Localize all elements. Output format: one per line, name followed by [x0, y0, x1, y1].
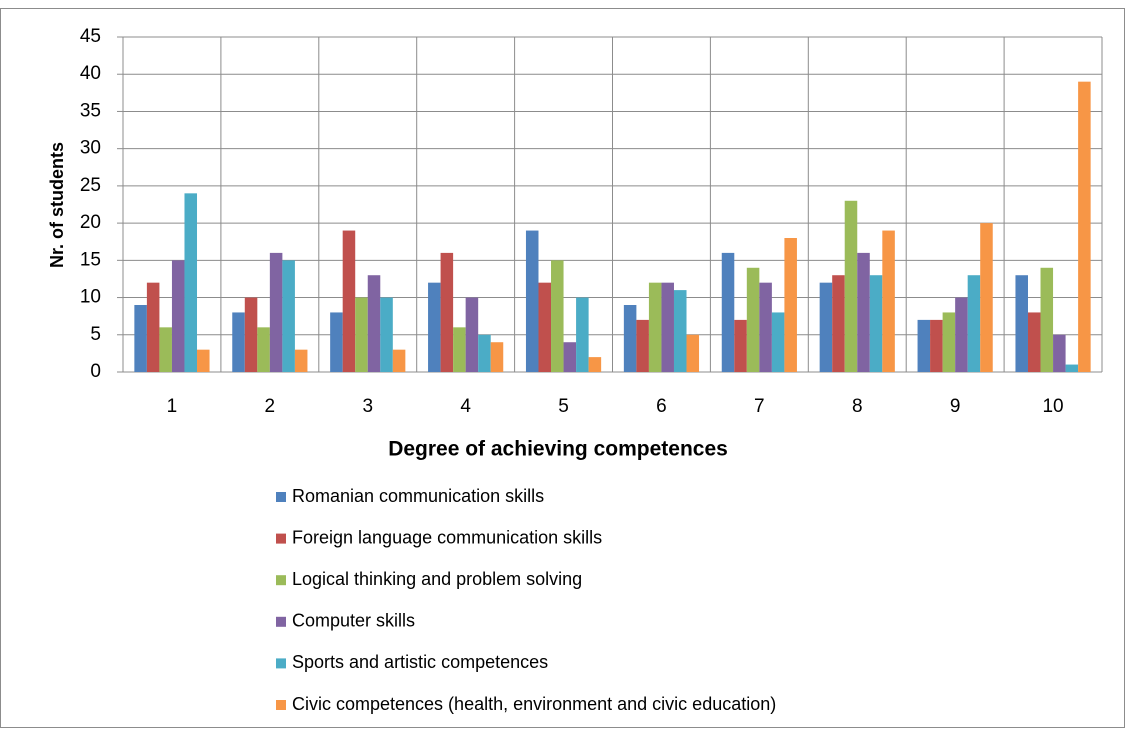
bar	[832, 275, 845, 372]
legend-label: Computer skills	[292, 611, 415, 631]
x-tick-label: 9	[950, 396, 961, 417]
bar	[746, 267, 760, 372]
bar	[882, 230, 895, 372]
y-tick-label: 35	[80, 100, 101, 121]
y-tick-label: 45	[80, 26, 101, 47]
bar	[428, 282, 441, 372]
legend-label: Logical thinking and problem solving	[292, 569, 582, 589]
bar	[942, 312, 956, 372]
legend-label: Romanian communication skills	[292, 486, 544, 506]
bar	[342, 230, 356, 372]
y-tick-label: 30	[80, 138, 101, 159]
bar	[184, 193, 198, 372]
bar	[490, 342, 504, 372]
bar	[330, 312, 343, 372]
bar	[380, 297, 393, 372]
bar	[967, 275, 981, 372]
bar	[759, 282, 772, 372]
bar	[857, 252, 870, 372]
bar	[576, 297, 589, 372]
legend-swatch	[276, 492, 286, 502]
x-tick-label: 1	[167, 396, 178, 417]
bar	[392, 349, 406, 372]
bar	[930, 319, 943, 372]
legend-swatch	[276, 700, 286, 710]
bar	[134, 305, 147, 372]
y-tick-label: 20	[80, 212, 101, 233]
x-tick-label: 4	[460, 396, 471, 417]
bar	[980, 223, 993, 372]
bar	[244, 297, 258, 372]
x-tick-label: 8	[852, 396, 863, 417]
bar	[538, 282, 552, 372]
y-tick-label: 0	[90, 361, 101, 382]
x-axis-title: Degree of achieving competences	[388, 438, 728, 461]
y-tick-label: 15	[80, 249, 101, 270]
bar	[771, 312, 785, 372]
bar	[734, 319, 747, 372]
bar	[1065, 364, 1079, 372]
bar	[551, 260, 564, 372]
legend-swatch	[276, 575, 286, 586]
bar	[146, 282, 160, 372]
bar	[819, 282, 833, 372]
y-tick-label: 10	[80, 287, 101, 308]
bar	[159, 327, 172, 372]
bar	[525, 230, 539, 372]
bar	[661, 282, 674, 372]
x-tick-label: 6	[656, 396, 667, 417]
bar	[1015, 275, 1028, 372]
legend-swatch	[276, 533, 286, 544]
x-tick-label: 5	[558, 396, 569, 417]
bar	[673, 290, 687, 372]
bar	[197, 349, 210, 372]
bar	[844, 200, 858, 372]
bar	[869, 275, 883, 372]
bar	[721, 252, 735, 372]
bar	[955, 297, 968, 372]
bar	[269, 252, 283, 372]
x-tick-label: 3	[362, 396, 373, 417]
bar	[355, 297, 368, 372]
y-tick-label: 40	[80, 63, 101, 84]
bar	[636, 319, 649, 372]
x-tick-label: 10	[1042, 396, 1063, 417]
bar	[588, 357, 602, 372]
bar	[917, 319, 931, 372]
legend-swatch	[276, 616, 286, 627]
bar	[1027, 312, 1041, 372]
legend-label: Foreign language communication skills	[292, 527, 602, 547]
bar	[282, 260, 295, 372]
y-tick-label: 25	[80, 175, 101, 196]
bar	[465, 297, 479, 372]
bar	[171, 260, 185, 372]
bar	[1040, 267, 1054, 372]
x-tick-label: 7	[754, 396, 765, 417]
legend-label: Sports and artistic competences	[292, 652, 548, 672]
bar	[686, 334, 700, 372]
bar	[784, 238, 797, 372]
legend-label: Civic competences (health, environment a…	[292, 694, 776, 714]
bar	[1053, 334, 1066, 372]
bar	[232, 312, 245, 372]
bar	[367, 275, 381, 372]
bar	[440, 252, 454, 372]
x-tick-label: 2	[265, 396, 276, 417]
legend-swatch	[276, 658, 286, 669]
bar	[623, 305, 637, 372]
bar	[453, 327, 466, 372]
bar	[257, 327, 270, 372]
bar	[478, 334, 491, 372]
bar	[1078, 81, 1091, 373]
bar	[294, 349, 308, 372]
bar	[648, 282, 662, 372]
bar	[563, 342, 577, 372]
y-tick-label: 5	[90, 324, 101, 345]
y-axis-title: Nr. of students	[47, 142, 67, 268]
